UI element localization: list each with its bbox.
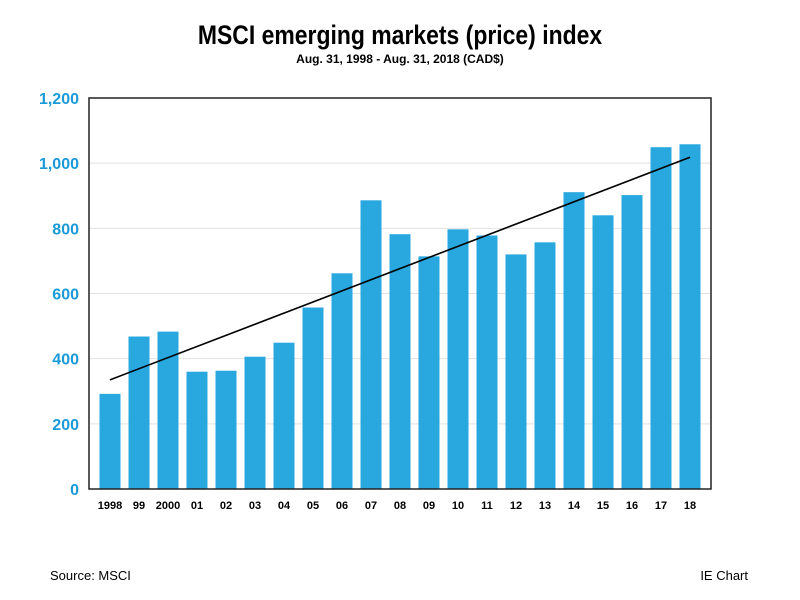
chart-title: MSCI emerging markets (price) index: [197, 20, 603, 50]
x-tick-label: 15: [597, 500, 609, 512]
bar: [592, 215, 614, 490]
y-tick-label: 400: [52, 352, 79, 369]
bar: [273, 342, 295, 489]
bar: [331, 273, 353, 489]
bar: [302, 307, 324, 489]
x-tick-label: 13: [539, 500, 551, 512]
source-note: Source: MSCI: [50, 568, 131, 583]
x-tick-label: 01: [191, 500, 203, 512]
y-tick-label: 200: [52, 417, 79, 434]
bar: [128, 336, 150, 489]
x-tick-label: 1998: [98, 500, 122, 512]
bar: [157, 331, 179, 489]
bar: [621, 195, 643, 489]
x-tick-label: 17: [655, 500, 667, 512]
x-tick-label: 04: [278, 500, 291, 512]
bar: [389, 234, 411, 489]
x-tick-label: 06: [336, 500, 348, 512]
y-tick-label: 800: [52, 221, 79, 238]
y-tick-label: 1,000: [39, 156, 79, 173]
y-tick-label: 600: [52, 287, 79, 304]
x-tick-label: 03: [249, 500, 261, 512]
chart-credit: IE Chart: [700, 568, 748, 583]
x-tick-label: 2000: [156, 500, 180, 512]
x-tick-label: 12: [510, 500, 522, 512]
x-tick-label: 11: [481, 500, 493, 512]
x-tick-label: 16: [626, 500, 638, 512]
x-tick-label: 08: [394, 500, 406, 512]
bar: [215, 370, 237, 489]
x-tick-label: 07: [365, 500, 377, 512]
x-tick-label: 14: [568, 500, 581, 512]
bar: [360, 200, 382, 490]
x-tick-label: 99: [133, 500, 145, 512]
x-tick-label: 18: [684, 500, 696, 512]
bar: [476, 235, 498, 489]
chart-subtitle: Aug. 31, 1998 - Aug. 31, 2018 (CAD$): [296, 52, 504, 66]
bar: [418, 256, 440, 489]
bar: [186, 371, 208, 489]
bar: [679, 144, 701, 490]
bar: [244, 356, 266, 489]
bar: [505, 254, 527, 489]
plot-border: [88, 97, 712, 490]
trend-line: [109, 156, 691, 381]
y-tick-label: 1,200: [39, 91, 79, 108]
x-tick-label: 10: [452, 500, 464, 512]
bar: [447, 229, 469, 489]
y-tick-label: 0: [70, 482, 79, 499]
bar: [650, 147, 672, 489]
x-tick-label: 02: [220, 500, 232, 512]
bar: [563, 192, 585, 489]
bar: [534, 242, 556, 489]
x-tick-label: 09: [423, 500, 435, 512]
x-tick-label: 05: [307, 500, 319, 512]
bar: [99, 393, 121, 489]
